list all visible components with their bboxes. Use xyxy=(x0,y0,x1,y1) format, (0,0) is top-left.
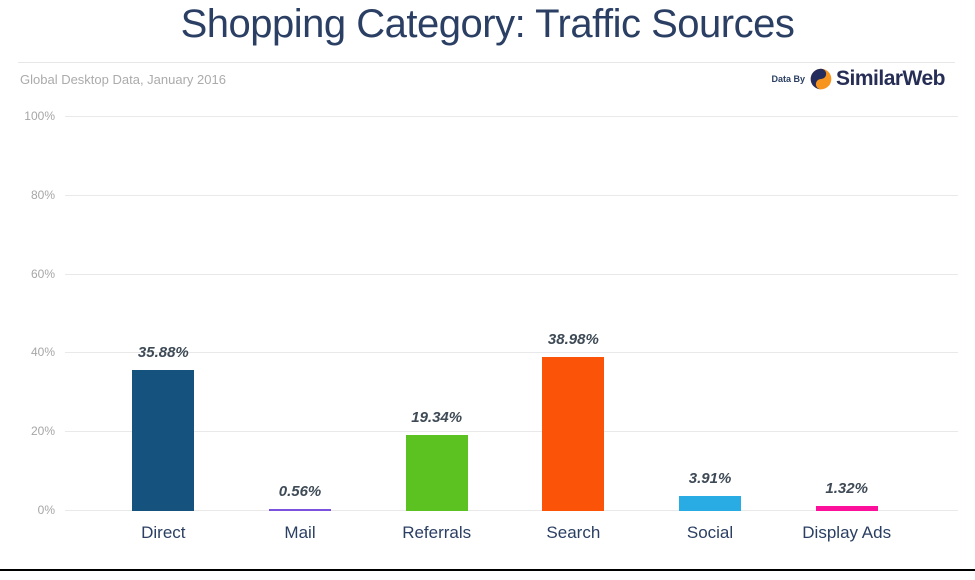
value-label-display-ads: 1.32% xyxy=(825,479,868,497)
bar-display-ads xyxy=(815,505,878,511)
value-label-social: 3.91% xyxy=(688,469,732,487)
bar-referrals xyxy=(405,434,468,511)
brand-attribution: Data By SimilarWeb xyxy=(772,65,946,93)
gridline-0 xyxy=(65,510,958,511)
bar-direct xyxy=(132,369,195,511)
value-label-search: 38.98% xyxy=(547,331,599,349)
gridline-80 xyxy=(65,194,958,196)
bar-search xyxy=(542,357,605,511)
x-axis-labels: Direct Mail Referrals Search Social Display A… xyxy=(95,523,915,543)
x-label-mail: Mail xyxy=(284,523,316,542)
title-divider xyxy=(18,62,955,63)
bar-mail xyxy=(269,508,331,511)
x-label-referrals: Referrals xyxy=(402,523,472,542)
y-tick-label-80: 80% xyxy=(30,187,55,202)
value-label-referrals: 19.34% xyxy=(411,408,463,426)
bottom-border-line xyxy=(0,569,975,571)
x-label-direct: Direct xyxy=(141,523,186,542)
bar-chart: 0% 20% 40% 60% 80% 100% 35.88% 0.56% 19.34% 38.9… xyxy=(0,100,975,560)
bar-social xyxy=(679,495,742,511)
x-label-display-ads: Display Ads xyxy=(802,523,892,542)
gridline-20 xyxy=(65,431,958,433)
plot-area xyxy=(65,116,958,511)
x-label-search: Search xyxy=(546,523,601,542)
bars-container: 35.88% 0.56% 19.34% 38.98% 3.91% 1.32% xyxy=(95,117,915,511)
gridline-60 xyxy=(65,273,958,275)
value-label-direct: 35.88% xyxy=(137,343,189,361)
y-tick-label-100: 100% xyxy=(24,109,55,123)
bar-cell-social: 3.91% xyxy=(642,117,779,511)
x-label-social: Social xyxy=(686,523,734,542)
y-tick-label-40: 40% xyxy=(30,345,55,360)
bar-cell-search: 38.98% xyxy=(505,117,642,511)
value-label-mail: 0.56% xyxy=(278,482,322,500)
y-tick-label-60: 60% xyxy=(30,266,55,281)
gridline-40 xyxy=(65,352,958,354)
page-title: Shopping Category: Traffic Sources xyxy=(180,2,795,46)
y-tick-label-0: 0% xyxy=(37,503,55,517)
data-by-label: Data By xyxy=(771,74,806,84)
similarweb-swirl-icon xyxy=(810,68,832,90)
y-tick-label-20: 20% xyxy=(30,424,55,439)
bar-cell-direct: 35.88% xyxy=(95,117,232,511)
gridline-100 xyxy=(65,116,958,117)
bar-cell-referrals: 19.34% xyxy=(368,117,505,511)
chart-subtitle: Global Desktop Data, January 2016 xyxy=(20,72,226,87)
bar-cell-display-ads: 1.32% xyxy=(778,117,915,511)
bar-cell-mail: 0.56% xyxy=(232,117,369,511)
brand-name: SimilarWeb xyxy=(836,67,945,90)
